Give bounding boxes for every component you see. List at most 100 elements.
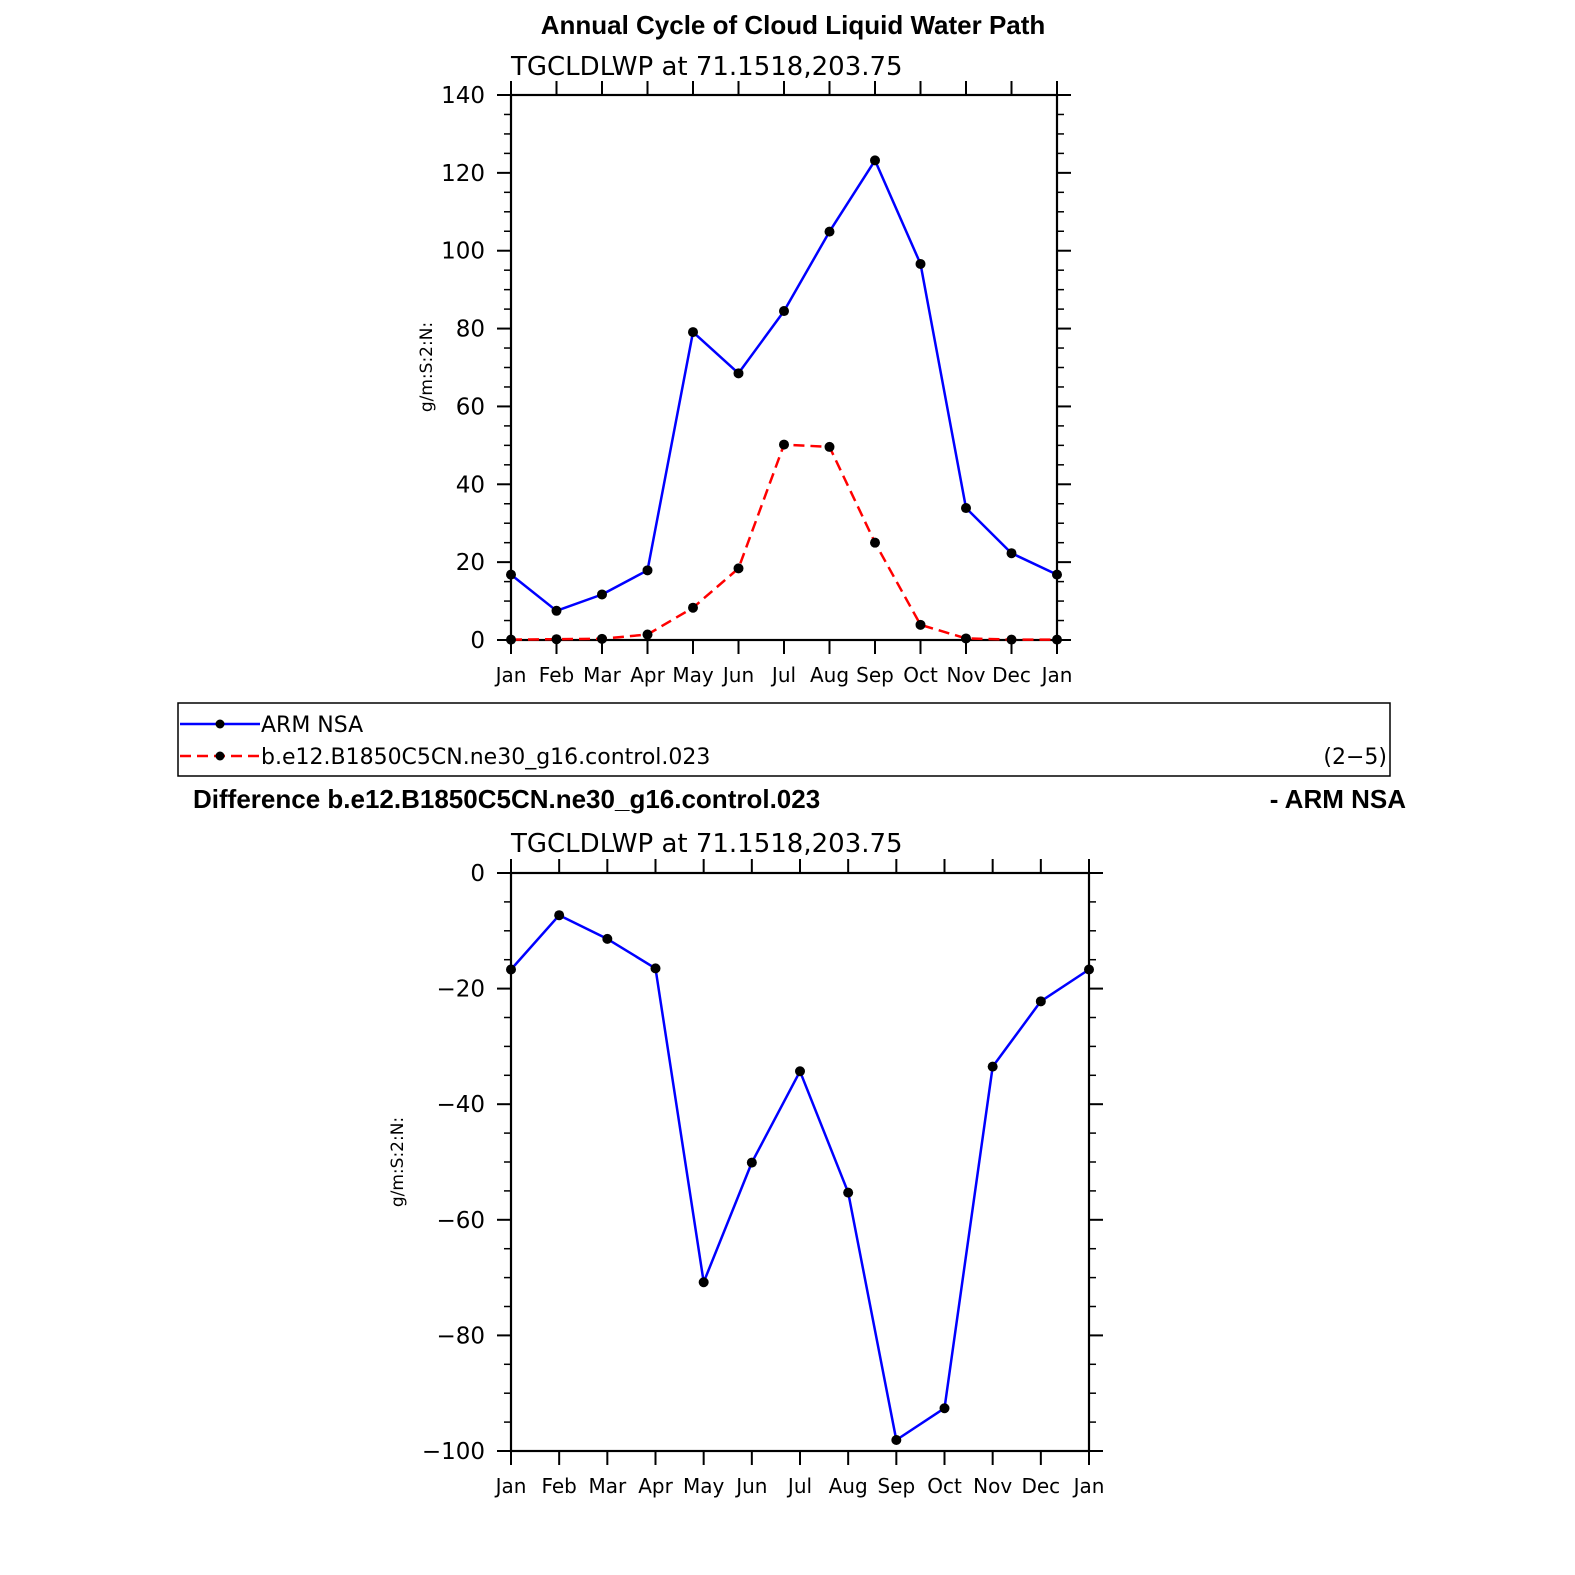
y-tick-label: 60 bbox=[456, 394, 485, 420]
x-tick-label: Jun bbox=[721, 663, 754, 687]
data-point bbox=[795, 1066, 805, 1076]
data-point bbox=[688, 327, 698, 337]
data-point bbox=[870, 538, 880, 548]
y-tick-label: −20 bbox=[436, 977, 485, 1003]
data-point bbox=[734, 563, 744, 573]
data-point bbox=[870, 155, 880, 165]
x-tick-label: Nov bbox=[973, 1474, 1012, 1498]
data-point bbox=[734, 368, 744, 378]
y-tick-label: 100 bbox=[441, 239, 485, 265]
annual-cycle-chart: Annual Cycle of Cloud Liquid Water Path … bbox=[417, 10, 1072, 687]
x-tick-label: Nov bbox=[946, 663, 985, 687]
x-tick-label: Aug bbox=[829, 1474, 868, 1498]
x-tick-label: Jan bbox=[494, 663, 527, 687]
y-axis-label: g/m:S:2:N: bbox=[388, 1117, 408, 1207]
plot-frame bbox=[511, 95, 1057, 640]
data-point bbox=[597, 589, 607, 599]
data-point bbox=[825, 227, 835, 237]
x-tick-label: Sep bbox=[877, 1474, 915, 1498]
chart-subtitle: TGCLDLWP at 71.1518,203.75 bbox=[510, 52, 903, 82]
x-tick-label: Dec bbox=[1021, 1474, 1060, 1498]
data-point bbox=[961, 633, 971, 643]
data-point bbox=[506, 570, 516, 580]
data-point bbox=[779, 440, 789, 450]
data-point bbox=[779, 306, 789, 316]
data-point bbox=[643, 630, 653, 640]
y-tick-label: 0 bbox=[470, 628, 485, 654]
plot-area: Jan Feb Mar Apr May Jun Jul Aug Sep Oct Nov Dec Jan 0… bbox=[441, 81, 1072, 687]
legend-marker-model bbox=[216, 752, 225, 761]
difference-title-right: - ARM NSA bbox=[1270, 784, 1406, 814]
data-point bbox=[988, 1062, 998, 1072]
legend-entry-model: b.e12.B1850C5CN.ne30_g16.control.023 bbox=[261, 745, 710, 770]
y-tick-label: 140 bbox=[441, 83, 485, 109]
x-tick-label: Feb bbox=[539, 663, 574, 687]
plot-area: Jan Feb Mar Apr May Jun Jul Aug Sep Oct Nov Dec Jan 0… bbox=[422, 859, 1105, 1498]
y-tick-label: 80 bbox=[456, 317, 485, 343]
data-point bbox=[940, 1403, 950, 1413]
x-tick-label: Jul bbox=[786, 1474, 812, 1498]
difference-title-left: Difference b.e12.B1850C5CN.ne30_g16.cont… bbox=[193, 784, 820, 814]
data-point bbox=[1084, 965, 1094, 975]
x-tick-label: Jan bbox=[1072, 1474, 1105, 1498]
legend-marker-arm-nsa bbox=[216, 720, 225, 729]
y-tick-label: 20 bbox=[456, 550, 485, 576]
data-point bbox=[643, 565, 653, 575]
data-point bbox=[688, 603, 698, 613]
difference-chart: Difference b.e12.B1850C5CN.ne30_g16.cont… bbox=[193, 784, 1406, 1498]
legend-entry-arm-nsa: ARM NSA bbox=[261, 713, 363, 738]
series-line-0 bbox=[511, 160, 1057, 610]
y-tick-label: 40 bbox=[456, 472, 485, 498]
data-point bbox=[891, 1435, 901, 1445]
y-tick-label: −80 bbox=[436, 1323, 485, 1349]
y-axis-label: g/m:S:2:N: bbox=[417, 322, 437, 412]
chart-subtitle: TGCLDLWP at 71.1518,203.75 bbox=[510, 829, 903, 859]
data-point bbox=[961, 503, 971, 513]
data-point bbox=[1036, 996, 1046, 1006]
x-tick-label: Aug bbox=[810, 663, 849, 687]
data-point bbox=[651, 963, 661, 973]
series-line-1 bbox=[511, 445, 1057, 640]
x-tick-label: Feb bbox=[541, 1474, 576, 1498]
x-tick-label: Jan bbox=[1040, 663, 1073, 687]
data-point bbox=[554, 910, 564, 920]
data-point bbox=[506, 635, 516, 645]
y-tick-label: −60 bbox=[436, 1208, 485, 1234]
data-point bbox=[1007, 635, 1017, 645]
y-tick-label: 120 bbox=[441, 161, 485, 187]
series-line-0 bbox=[511, 915, 1089, 1440]
data-point bbox=[843, 1188, 853, 1198]
x-tick-label: Dec bbox=[992, 663, 1031, 687]
data-point bbox=[1052, 635, 1062, 645]
x-tick-label: Jul bbox=[770, 663, 796, 687]
chart-title: Annual Cycle of Cloud Liquid Water Path bbox=[541, 10, 1046, 40]
y-tick-label: −40 bbox=[436, 1092, 485, 1118]
data-point bbox=[916, 259, 926, 269]
data-point bbox=[552, 634, 562, 644]
data-point bbox=[552, 606, 562, 616]
data-point bbox=[602, 934, 612, 944]
legend-note: (2−5) bbox=[1323, 745, 1387, 770]
data-point bbox=[1007, 548, 1017, 558]
x-tick-label: Apr bbox=[630, 663, 665, 687]
y-tick-label: 0 bbox=[470, 861, 485, 887]
x-tick-label: May bbox=[672, 663, 714, 687]
plot-frame bbox=[511, 873, 1089, 1451]
x-tick-label: May bbox=[683, 1474, 725, 1498]
x-tick-label: Apr bbox=[638, 1474, 673, 1498]
data-point bbox=[699, 1277, 709, 1287]
legend: ARM NSA b.e12.B1850C5CN.ne30_g16.control… bbox=[178, 703, 1390, 776]
x-tick-label: Jan bbox=[494, 1474, 527, 1498]
x-tick-label: Mar bbox=[583, 663, 622, 687]
data-point bbox=[1052, 570, 1062, 580]
x-tick-label: Sep bbox=[856, 663, 894, 687]
data-point bbox=[747, 1158, 757, 1168]
data-point bbox=[597, 634, 607, 644]
x-tick-label: Mar bbox=[588, 1474, 627, 1498]
x-tick-label: Oct bbox=[927, 1474, 962, 1498]
x-tick-label: Oct bbox=[903, 663, 938, 687]
data-point bbox=[916, 620, 926, 630]
y-tick-label: −100 bbox=[422, 1439, 485, 1465]
data-point bbox=[506, 965, 516, 975]
